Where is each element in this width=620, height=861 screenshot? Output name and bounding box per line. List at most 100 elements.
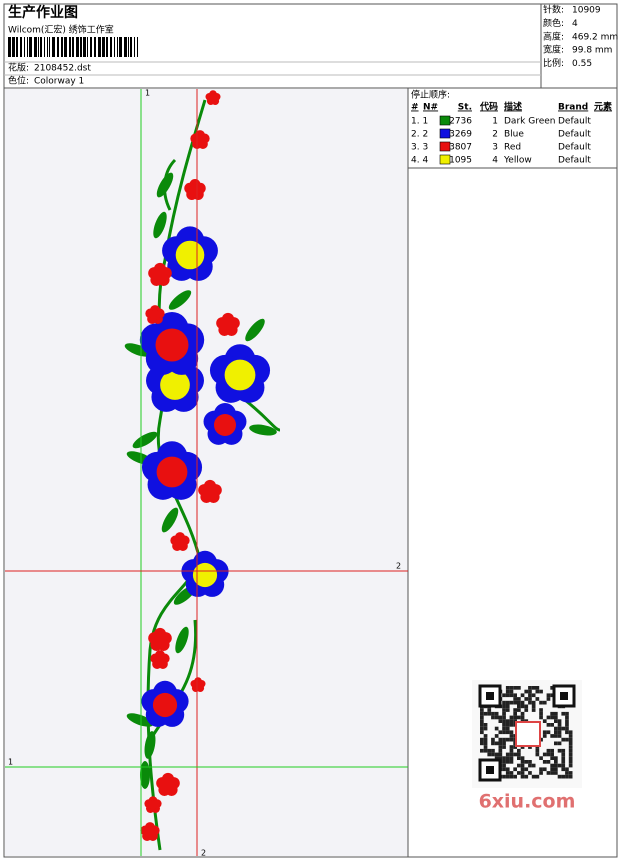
qr-cell: [502, 723, 506, 727]
qr-cell: [524, 697, 529, 701]
qr-cell: [546, 771, 551, 775]
qr-cell: [505, 752, 510, 757]
qr-cell: [539, 708, 543, 712]
barcode-bar: [57, 37, 59, 57]
qr-cell: [524, 774, 529, 779]
qr-cell: [546, 693, 551, 698]
flower-center: [192, 562, 218, 588]
qr-cell: [557, 730, 562, 735]
qr-cell: [513, 686, 517, 690]
qr-cell: [542, 752, 547, 757]
qr-cell: [554, 734, 558, 738]
qr-cell: [568, 745, 573, 749]
qr-cell: [494, 752, 499, 757]
barcode-bar: [102, 37, 105, 57]
qr-cell: [513, 693, 517, 698]
qr-cell: [554, 715, 558, 720]
qr-cell: [520, 715, 525, 720]
qr-cell: [505, 704, 510, 709]
qr-cell: [561, 748, 566, 753]
flower-center: [153, 268, 167, 282]
leaf: [132, 431, 158, 449]
qr-cell: [542, 730, 547, 735]
row-index: 2. 2: [411, 130, 428, 140]
qr-cell: [528, 693, 532, 698]
qr-cell: [509, 734, 514, 738]
qr-cell: [542, 700, 547, 705]
info-value: 99.8 mm: [572, 46, 612, 56]
qr-cell: [528, 700, 532, 705]
qr-finder: [486, 766, 494, 774]
qr-cell: [531, 763, 536, 768]
qr-cell: [483, 734, 488, 738]
row-index: 1. 1: [411, 117, 428, 127]
qr-cell: [565, 723, 569, 727]
leaf: [140, 761, 150, 789]
qr-cell: [539, 711, 543, 716]
qr-cell: [561, 760, 566, 764]
qr-cell: [568, 734, 573, 738]
info-value: 469.2 mm: [572, 32, 618, 42]
barcode-bar: [64, 37, 67, 57]
qr-cell: [565, 730, 569, 735]
qr-cell: [513, 752, 517, 757]
barcode-bar: [119, 37, 122, 57]
stitch-count: 3807: [449, 143, 472, 153]
leaf: [161, 507, 179, 533]
qr-finder: [486, 692, 494, 700]
qr-cell: [513, 700, 517, 705]
qr-cell: [550, 752, 554, 757]
barcode-bar: [134, 37, 135, 57]
qr-cell: [502, 756, 506, 760]
flower-center: [221, 318, 235, 332]
qr-cell: [535, 697, 540, 701]
qr-cell: [502, 708, 506, 712]
barcode-bar: [94, 37, 96, 57]
qr-cell: [509, 719, 514, 723]
qr-cell: [568, 774, 573, 779]
qr-cell: [531, 774, 536, 779]
barcode-bar: [106, 37, 108, 57]
colorway-label: 色位:: [8, 75, 29, 87]
info-label: 宽度:: [543, 44, 564, 56]
color-swatch: [439, 141, 451, 152]
qr-cell: [539, 700, 543, 705]
qr-cell: [494, 734, 499, 738]
qr-cell: [491, 748, 495, 753]
qr-cell: [505, 723, 510, 727]
brand: Default: [558, 156, 591, 166]
info-value: 4: [572, 19, 578, 29]
qr-cell: [513, 711, 517, 716]
flower-center: [152, 692, 178, 718]
qr-cell: [494, 756, 499, 760]
qr-cell: [480, 711, 484, 716]
qr-cell: [568, 737, 573, 742]
qr-cell: [561, 752, 566, 757]
qr-cell: [483, 737, 488, 742]
qr-cell: [528, 689, 532, 694]
qr-cell: [550, 711, 554, 716]
qr-cell: [509, 752, 514, 757]
leaf: [124, 343, 152, 357]
barcode-bar: [49, 37, 50, 57]
qr-cell: [554, 767, 558, 772]
color-name: Yellow: [503, 156, 532, 166]
stop-title: 停止顺序:: [411, 89, 450, 101]
stitch-count: 1095: [449, 156, 472, 166]
qr-cell: [531, 686, 536, 690]
info-label: 比例:: [543, 57, 564, 69]
qr-cell: [498, 737, 503, 742]
qr-cell: [550, 763, 554, 768]
qr-cell: [557, 741, 562, 746]
flower-center: [194, 681, 202, 689]
barcode-bar: [8, 37, 11, 57]
leaf: [156, 172, 174, 198]
qr-cell: [517, 763, 521, 768]
qr-cell: [509, 760, 514, 764]
qr-cell: [509, 737, 514, 742]
qr-cell: [498, 745, 503, 749]
qr-cell: [554, 711, 558, 716]
qr-cell: [480, 719, 484, 723]
qr-cell: [509, 700, 514, 705]
qr-cell: [546, 697, 551, 701]
